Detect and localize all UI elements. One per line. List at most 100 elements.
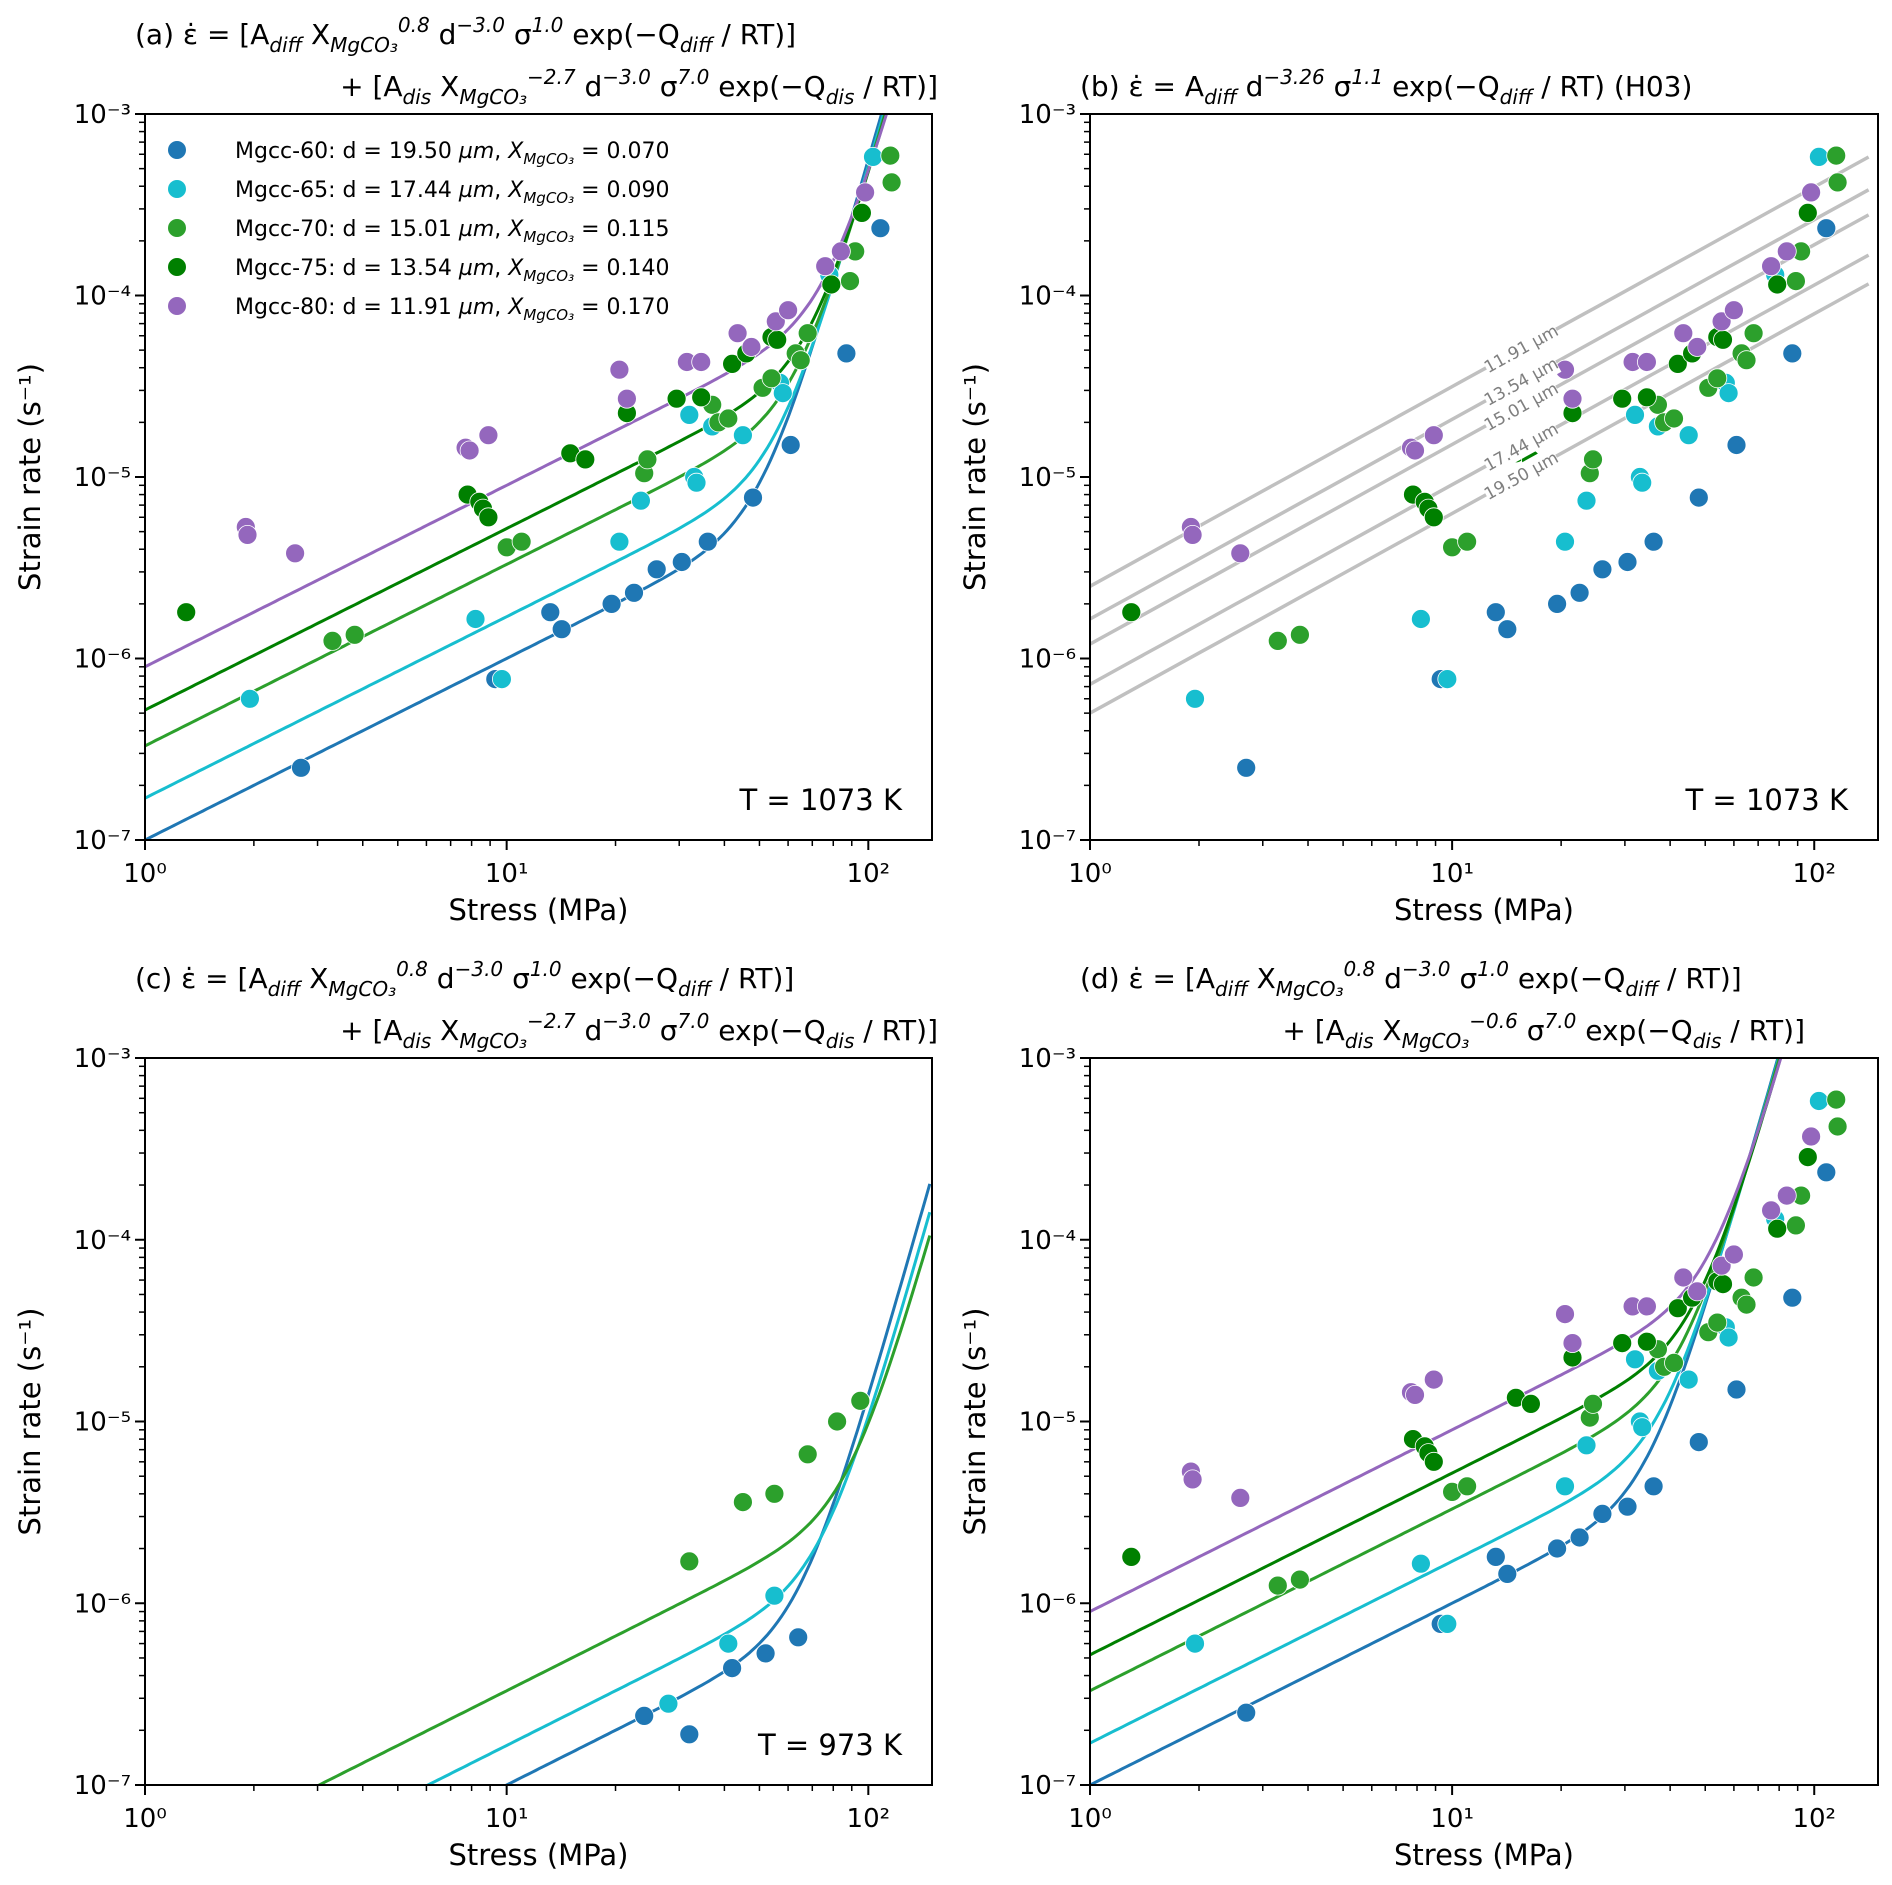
data-point-mgcc-65 bbox=[1809, 146, 1829, 167]
title-superscript: −3.0 bbox=[1402, 957, 1451, 981]
title-superscript: 1.1 bbox=[1351, 65, 1383, 89]
data-point-mgcc-70 bbox=[718, 408, 739, 429]
title-superscript: 7.0 bbox=[678, 1009, 710, 1033]
legend-marker bbox=[168, 219, 186, 237]
reference-label-bg bbox=[1480, 377, 1562, 436]
reference-line bbox=[1090, 282, 1870, 715]
x-tick-label: 10¹ bbox=[485, 1804, 529, 1834]
y-tick-label: 10⁻⁷ bbox=[74, 826, 131, 856]
data-point-mgcc-65 bbox=[631, 490, 651, 511]
data-point-mgcc-80 bbox=[1230, 1488, 1251, 1508]
data-point-mgcc-80 bbox=[617, 388, 637, 409]
data-point-mgcc-70 bbox=[1826, 145, 1847, 166]
data-point-mgcc-60 bbox=[780, 435, 801, 455]
title-text: σ bbox=[1325, 70, 1352, 103]
data-point-mgcc-60 bbox=[1782, 343, 1803, 364]
data-point-mgcc-65 bbox=[772, 383, 793, 404]
data-point-mgcc-80 bbox=[1761, 1200, 1781, 1221]
legend-text: , bbox=[494, 178, 508, 203]
data-point-mgcc-60 bbox=[1497, 619, 1518, 640]
legend-label: Mgcc-70: d = 15.01 µm, XMgCO₃ = 0.115 bbox=[235, 217, 670, 246]
title-text: σ bbox=[1451, 962, 1478, 995]
y-tick-label: 10⁻⁴ bbox=[1019, 282, 1076, 312]
legend-var: X bbox=[507, 139, 524, 164]
data-point-mgcc-75 bbox=[1667, 353, 1688, 374]
data-point-mgcc-70 bbox=[679, 1551, 700, 1572]
y-axis-label: Strain rate (s⁻¹) bbox=[13, 363, 47, 591]
title-text: d bbox=[1375, 962, 1402, 995]
title-text: X bbox=[300, 962, 328, 995]
data-point-mgcc-75 bbox=[1767, 1218, 1788, 1239]
data-point-mgcc-70 bbox=[1457, 1476, 1477, 1497]
reference-label-bg bbox=[1480, 352, 1562, 411]
title-subscript: MgCO₃ bbox=[328, 977, 396, 1001]
data-point-mgcc-80 bbox=[1230, 543, 1251, 564]
data-point-mgcc-60 bbox=[1782, 1287, 1803, 1308]
title-subscript: diff bbox=[1625, 977, 1660, 1001]
panel-c: 10⁰ 10¹ 10² 10⁻⁷ 10⁻⁶ 10⁻⁵ 10⁻⁴ 10⁻³ Stress (MPa… bbox=[13, 957, 938, 1872]
data-point-mgcc-80 bbox=[1801, 182, 1821, 203]
temperature-annotation: T = 1073 K bbox=[739, 783, 903, 817]
data-point-mgcc-80 bbox=[1423, 425, 1444, 446]
title-subscript: diff bbox=[1215, 977, 1250, 1001]
data-point-mgcc-60 bbox=[1816, 1162, 1837, 1183]
title-subscript: dis bbox=[826, 1029, 855, 1053]
data-point-mgcc-75 bbox=[1612, 388, 1633, 409]
reference-label-bg bbox=[1480, 319, 1562, 378]
x-axis-label: Stress (MPa) bbox=[1394, 1838, 1574, 1872]
data-point-mgcc-65 bbox=[1678, 1369, 1699, 1390]
y-tick-label: 10⁻⁵ bbox=[1019, 463, 1076, 493]
legend-subscript: MgCO₃ bbox=[523, 150, 574, 168]
panel-title-line2: + [Adis XMgCO₃−0.6 σ7.0 exp(−Qdis / RT)] bbox=[1282, 1009, 1805, 1053]
legend-text: , bbox=[494, 256, 508, 281]
data-point-mgcc-70 bbox=[1290, 1569, 1310, 1590]
legend-var: X bbox=[507, 217, 524, 242]
legend-subscript: MgCO₃ bbox=[523, 306, 574, 324]
model-curve-mgcc-65 bbox=[145, 114, 886, 800]
data-point-mgcc-80 bbox=[1673, 323, 1694, 344]
title-text: exp(−Q bbox=[1576, 1014, 1692, 1047]
model-curve-mgcc-80 bbox=[1090, 1058, 1783, 1613]
data-point-mgcc-60 bbox=[1816, 218, 1837, 239]
legend-text: = 0.090 bbox=[574, 178, 669, 203]
data-point-mgcc-75 bbox=[1797, 202, 1818, 223]
plot-area bbox=[1090, 1058, 1848, 1785]
x-tick-label: 10² bbox=[1792, 859, 1836, 889]
data-point-mgcc-80 bbox=[609, 359, 630, 380]
data-point-mgcc-75 bbox=[821, 274, 842, 295]
y-tick-label: 10⁻⁵ bbox=[74, 463, 131, 493]
data-point-mgcc-65 bbox=[1411, 609, 1431, 629]
data-point-mgcc-75 bbox=[1713, 329, 1733, 350]
y-tick-label: 10⁻⁶ bbox=[74, 645, 131, 675]
data-point-mgcc-60 bbox=[1569, 582, 1590, 603]
data-point-mgcc-70 bbox=[733, 1492, 753, 1512]
legend-var: X bbox=[507, 256, 524, 281]
title-text: exp(−Q bbox=[562, 962, 678, 995]
x-tick-label: 10⁰ bbox=[1068, 1804, 1112, 1834]
title-text: / RT) (H03) bbox=[1532, 70, 1692, 103]
title-text: σ bbox=[1518, 1014, 1545, 1047]
data-point-mgcc-80 bbox=[1637, 1296, 1657, 1317]
title-text: σ bbox=[503, 962, 530, 995]
legend-text: Mgcc-75: d = 13.54 bbox=[235, 256, 459, 281]
data-point-mgcc-70 bbox=[1664, 1353, 1684, 1373]
data-point-mgcc-75 bbox=[1713, 1274, 1733, 1294]
title-superscript: −3.26 bbox=[1263, 65, 1324, 89]
title-text: + [A bbox=[340, 70, 402, 103]
y-tick-label: 10⁻³ bbox=[74, 1044, 131, 1074]
data-point-mgcc-65 bbox=[863, 146, 883, 167]
data-point-mgcc-75 bbox=[1797, 1147, 1818, 1167]
plot-area bbox=[315, 1183, 932, 1785]
model-curve-mgcc-60 bbox=[503, 1183, 932, 1785]
title-text: / RT)] bbox=[854, 1014, 938, 1047]
data-point-mgcc-70 bbox=[1664, 408, 1684, 429]
title-superscript: 1.0 bbox=[530, 957, 562, 981]
data-point-mgcc-70 bbox=[850, 1390, 871, 1411]
data-point-mgcc-70 bbox=[1827, 172, 1848, 193]
legend-label: Mgcc-75: d = 13.54 µm, XMgCO₃ = 0.140 bbox=[235, 256, 670, 285]
y-axis-label: Strain rate (s⁻¹) bbox=[958, 363, 992, 591]
legend-text: = 0.140 bbox=[574, 256, 669, 281]
model-curve-mgcc-65 bbox=[424, 1211, 932, 1785]
legend-text: = 0.115 bbox=[574, 217, 669, 242]
data-point-mgcc-80 bbox=[1687, 1281, 1708, 1302]
